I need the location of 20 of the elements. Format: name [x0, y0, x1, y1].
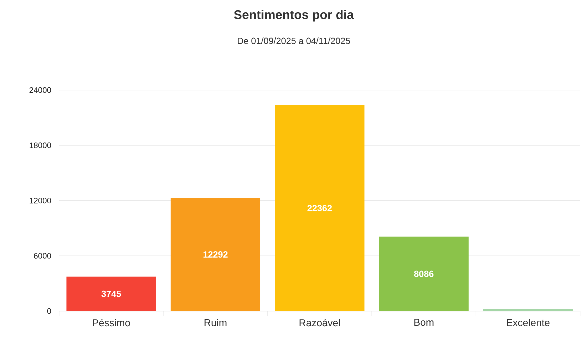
bar: [275, 105, 365, 312]
data-label: 12292: [204, 252, 228, 258]
x-tick-label: Excelente: [507, 319, 550, 326]
data-label: 3745: [102, 290, 122, 298]
x-tick-label: Razoável: [300, 319, 340, 327]
y-tick-label: 6000: [34, 253, 52, 259]
bar: [66, 276, 156, 312]
bar: [170, 198, 261, 312]
x-tick-label: Bom: [414, 319, 434, 326]
y-tick-label: 18000: [30, 142, 52, 148]
chart-subtitle: De 01/09/2025 a 04/11/2025: [238, 38, 350, 44]
data-label: 22362: [308, 205, 332, 212]
y-tick-label: 24000: [30, 87, 52, 94]
x-tick-label: Ruim: [204, 319, 227, 326]
bar: [379, 236, 469, 312]
y-tick-label: 12000: [30, 198, 52, 204]
data-label: 8086: [414, 270, 434, 278]
y-tick-label: 0: [47, 308, 52, 314]
chart-title: Sentimentos por dia: [234, 10, 354, 22]
x-tick-label: Péssimo: [93, 319, 130, 327]
